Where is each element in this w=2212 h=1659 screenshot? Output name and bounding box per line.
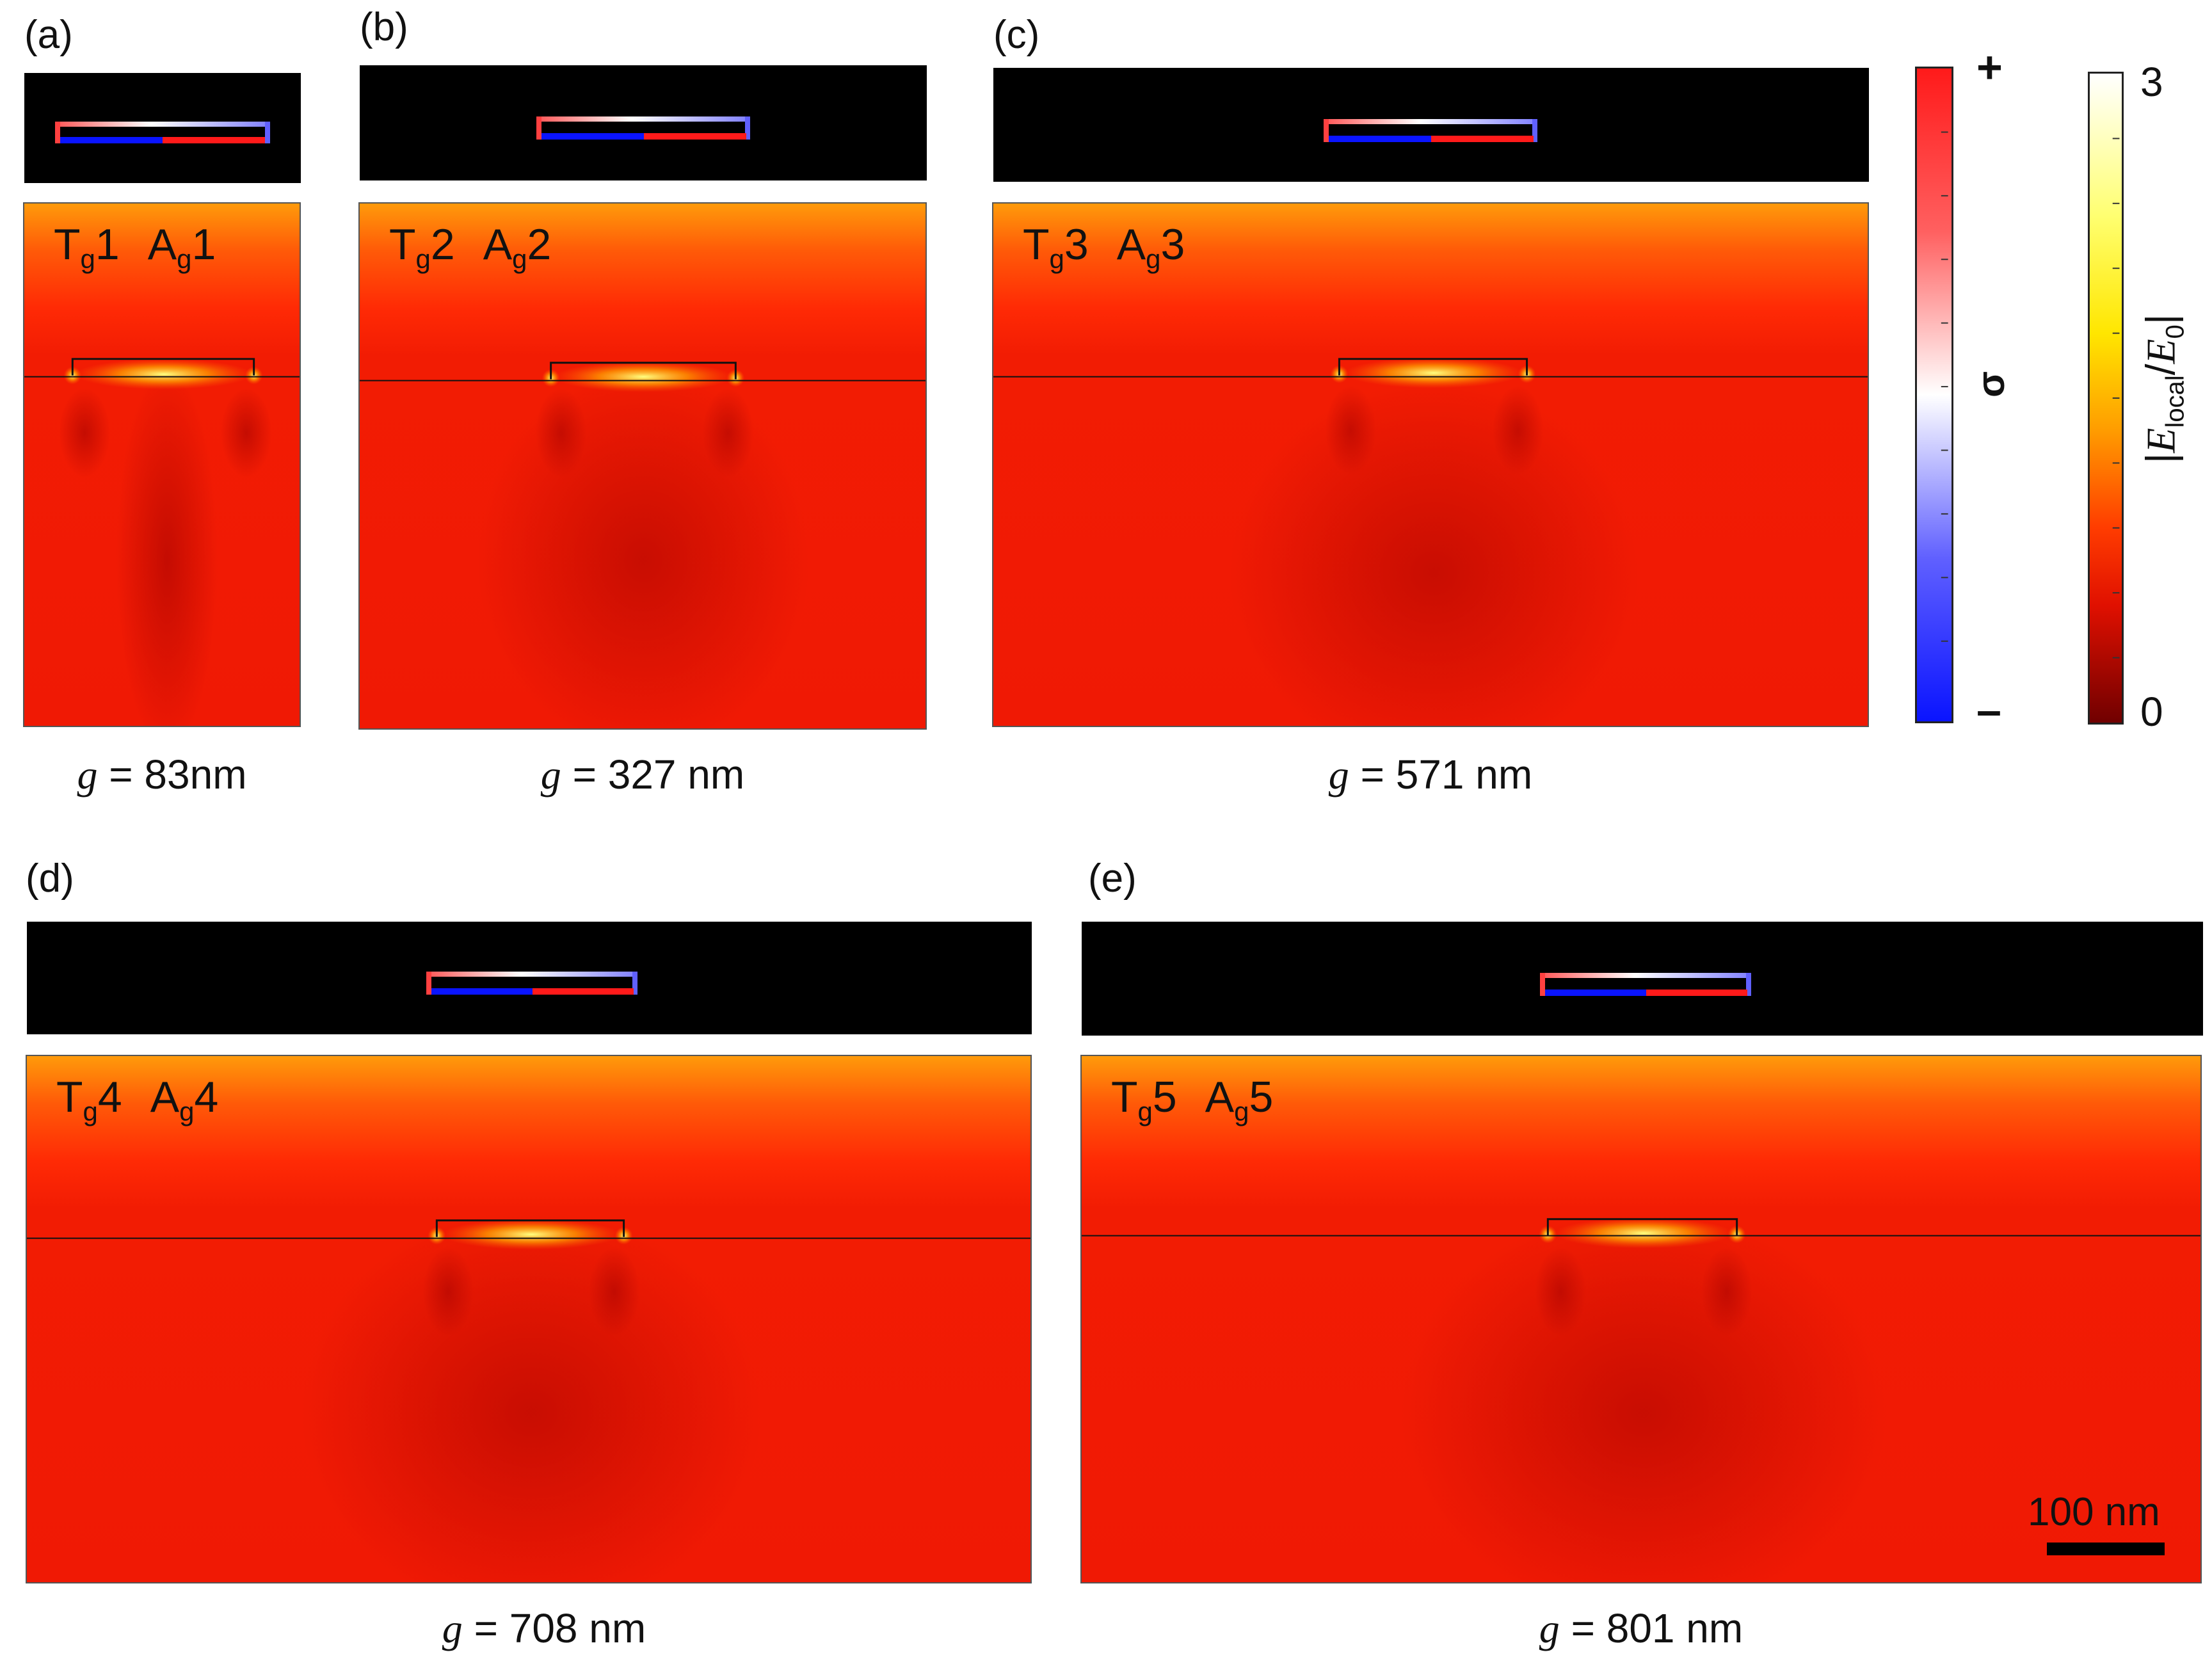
- gap-caption-a: g = 83nm: [77, 751, 247, 797]
- field-map-e: Tg5 Ag5: [1080, 1055, 2202, 1583]
- charge-map-c: [993, 68, 1869, 182]
- panel-label-c: (c): [993, 13, 1040, 57]
- mode-tag-b: Tg2 Ag2: [389, 220, 552, 274]
- field-map-b: Tg2 Ag2: [358, 202, 927, 730]
- field-map-c: Tg3 Ag3: [992, 202, 1869, 727]
- panel-label-e: (e): [1088, 856, 1137, 901]
- gap-caption-c: g = 571 nm: [1328, 751, 1533, 797]
- mode-tag-e: Tg5 Ag5: [1111, 1073, 1274, 1126]
- panel-label-b: (b): [360, 5, 408, 49]
- field-max-label: 3: [2140, 59, 2163, 105]
- gap-caption-e: g = 801 nm: [1539, 1605, 1743, 1651]
- charge-map-d: [27, 922, 1032, 1034]
- charge-map-b: [360, 65, 927, 180]
- mode-tag-d: Tg4 Ag4: [56, 1073, 219, 1126]
- charge-map-e: [1082, 922, 2203, 1036]
- panel-label-a: (a): [24, 13, 73, 57]
- mode-tag-a: Tg1 Ag1: [54, 220, 216, 274]
- scale-bar-label: 100 nm: [2028, 1490, 2160, 1534]
- scale-bar: [2047, 1543, 2165, 1555]
- mode-tag-c: Tg3 Ag3: [1023, 220, 1185, 274]
- sigma-min-label: –: [1976, 685, 2001, 735]
- field-min-label: 0: [2140, 689, 2163, 735]
- field-map-d: Tg4 Ag4: [26, 1055, 1032, 1583]
- field-map-a: Tg1 Ag1: [23, 202, 301, 727]
- gap-caption-b: g = 327 nm: [540, 751, 745, 797]
- gap-caption-d: g = 708 nm: [442, 1605, 646, 1651]
- sigma-max-label: +: [1976, 42, 2003, 92]
- charge-map-a: [24, 73, 301, 183]
- field-colorbar: [2088, 72, 2124, 725]
- sigma-colorbar: [1915, 67, 1953, 723]
- sigma-symbol: σ: [1969, 371, 2013, 398]
- panel-label-d: (d): [26, 856, 74, 901]
- field-axis-label: |Elocal/E0|: [2137, 314, 2190, 464]
